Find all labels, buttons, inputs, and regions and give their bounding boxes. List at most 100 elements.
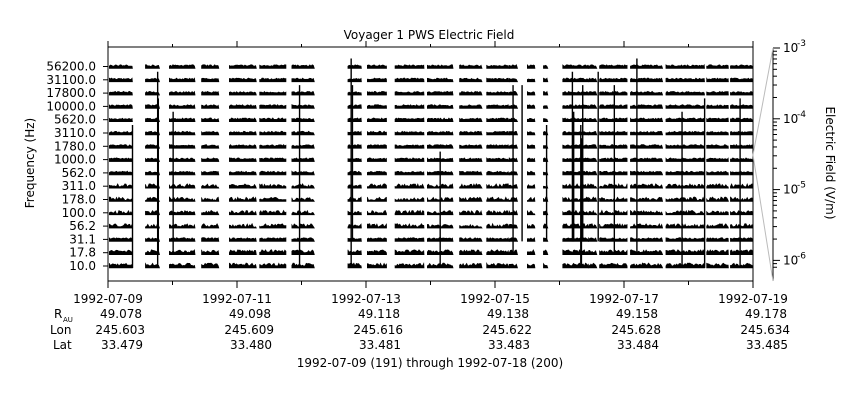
channel-trace-segment xyxy=(427,64,454,69)
channel-trace-segment xyxy=(508,77,519,83)
channel-trace-segment xyxy=(259,223,287,229)
channel-trace-segment xyxy=(730,249,754,255)
channel-trace-segment xyxy=(706,210,729,216)
channel-trace-segment xyxy=(109,196,133,202)
channel-trace-segment xyxy=(367,117,387,122)
channel-trace-segment xyxy=(459,249,483,255)
channel-trace-segment xyxy=(706,117,729,122)
channel-trace-segment xyxy=(588,183,598,189)
channel-trace-segment xyxy=(665,104,705,109)
channel-trace-segment xyxy=(630,222,664,229)
rau-label-subscript: AU xyxy=(63,316,73,324)
frequency-channel-100.0 xyxy=(109,209,754,216)
channel-trace-segment xyxy=(259,157,287,162)
channel-trace-segment xyxy=(229,130,257,136)
channel-trace-segment xyxy=(394,144,425,149)
channel-trace-segment xyxy=(706,249,729,255)
channel-trace-segment xyxy=(527,210,536,216)
channel-trace-segment xyxy=(367,237,387,242)
channel-trace-segment xyxy=(665,262,705,269)
lon-value: 245.622 xyxy=(482,323,532,337)
channel-trace-segment xyxy=(459,91,483,96)
channel-trace-segment xyxy=(394,157,425,162)
colorbar-tick-exponent: -6 xyxy=(797,251,806,261)
frequency-channel-17800.0 xyxy=(109,90,754,96)
channel-trace-segment xyxy=(588,118,598,122)
channel-trace-segment xyxy=(394,197,425,202)
channel-trace-segment xyxy=(599,117,628,122)
channel-trace-segment xyxy=(630,90,664,96)
channel-trace-segment xyxy=(562,104,589,109)
channel-trace-segment xyxy=(730,130,754,136)
x-tick-label: 1992-07-09 xyxy=(73,292,143,306)
channel-trace-segment xyxy=(630,196,664,202)
channel-trace-segment xyxy=(229,144,257,149)
channel-trace-segment xyxy=(486,77,510,83)
channel-trace-segment xyxy=(201,64,220,69)
channel-trace-segment xyxy=(367,130,387,136)
channel-trace-segment xyxy=(367,183,387,189)
channel-trace-segment xyxy=(109,130,133,136)
channel-trace-segment xyxy=(259,90,287,96)
channel-trace-segment xyxy=(527,237,536,242)
channel-trace-segment xyxy=(527,144,536,149)
channel-trace-segment xyxy=(229,157,257,162)
channel-trace-segment xyxy=(259,209,287,216)
channel-trace-segment xyxy=(459,104,483,109)
channel-trace-segment xyxy=(588,249,598,255)
x-tick-label: 1992-07-15 xyxy=(460,292,530,306)
rau-value: 49.178 xyxy=(745,307,787,321)
channel-trace-segment xyxy=(109,157,133,162)
channel-trace-segment xyxy=(109,262,133,269)
channel-trace-segment xyxy=(229,117,257,122)
channel-trace-segment xyxy=(169,90,196,96)
channel-trace-segment xyxy=(543,90,549,96)
channel-trace-segment xyxy=(347,91,362,96)
channel-trace-segment xyxy=(588,157,598,162)
channel-trace-segment xyxy=(527,63,536,69)
lon-value: 245.628 xyxy=(611,323,661,337)
channel-trace-segment xyxy=(706,237,729,242)
channel-trace-segment xyxy=(730,77,754,83)
plot-area xyxy=(109,58,754,269)
channel-trace-segment xyxy=(706,196,729,202)
frequency-channel-1780.0 xyxy=(109,143,754,149)
channel-trace-segment xyxy=(291,262,315,269)
channel-trace-segment xyxy=(486,130,510,136)
channel-trace-segment xyxy=(527,157,536,162)
channel-trace-segment xyxy=(259,64,287,69)
frequency-channel-178.0 xyxy=(109,196,754,202)
frequency-channel-311.0 xyxy=(109,182,754,189)
frequency-tick-label: 10000.0 xyxy=(46,99,96,113)
lon-label: Lon xyxy=(50,323,71,337)
channel-trace-segment xyxy=(706,91,729,96)
frequency-channel-31100.0 xyxy=(109,77,754,83)
frequency-tick-label: 1780.0 xyxy=(54,139,96,153)
frequency-channel-31.1 xyxy=(109,237,754,242)
channel-trace-segment xyxy=(347,104,362,109)
channel-trace-segment xyxy=(527,196,536,202)
channel-trace-segment xyxy=(562,182,589,189)
channel-trace-segment xyxy=(367,209,387,216)
frequency-tick-labels: 10.017.831.156.2100.0178.0311.0562.01000… xyxy=(46,60,108,273)
x-axis: 1992-07-0949.078245.60333.4791992-07-114… xyxy=(73,41,790,352)
channel-trace-segment xyxy=(259,262,287,269)
lon-value: 245.634 xyxy=(740,323,790,337)
channel-trace-segment xyxy=(347,209,362,216)
chart-title: Voyager 1 PWS Electric Field xyxy=(344,28,515,42)
channel-trace-segment xyxy=(459,262,483,269)
colorbar-tick-label: 10 xyxy=(783,253,798,267)
channel-trace-segment xyxy=(630,77,664,83)
channel-trace-segment xyxy=(562,77,589,83)
channel-trace-segment xyxy=(229,64,257,69)
lat-value: 33.479 xyxy=(101,338,143,352)
channel-trace-segment xyxy=(459,117,483,122)
channel-trace-segment xyxy=(665,196,705,202)
channel-trace-segment xyxy=(201,196,220,202)
channel-trace-segment xyxy=(665,90,705,96)
channel-trace-segment xyxy=(229,237,257,242)
channel-trace-segment xyxy=(630,117,664,122)
lat-value: 33.480 xyxy=(230,338,272,352)
channel-trace-segment xyxy=(169,262,196,269)
channel-trace-segment xyxy=(229,196,257,202)
